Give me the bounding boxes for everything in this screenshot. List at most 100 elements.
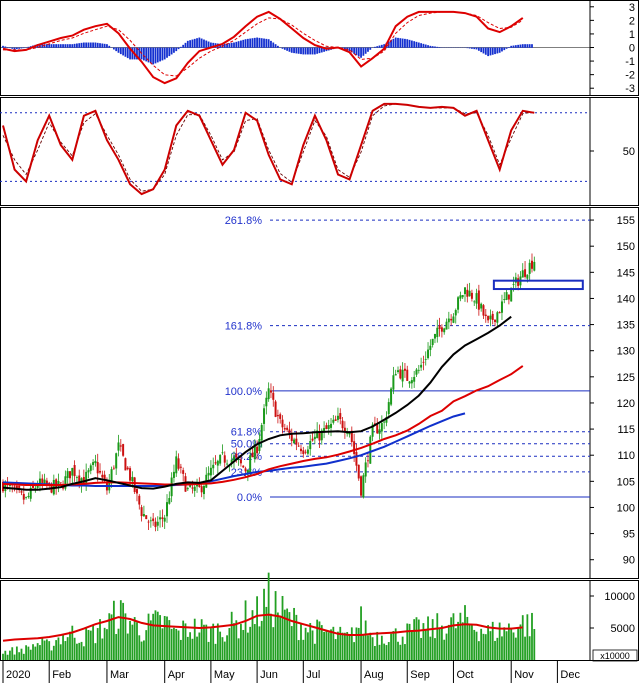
volume-bar (307, 632, 309, 660)
macd-histogram-bar (83, 43, 85, 48)
volume-bar (291, 626, 293, 660)
volume-bar (198, 633, 200, 660)
candle-body (415, 370, 417, 375)
macd-histogram-bar (291, 48, 293, 53)
volume-bar (360, 606, 362, 660)
volume-bar (247, 633, 249, 660)
y-tick-label: 155 (617, 215, 635, 227)
volume-bar (166, 617, 168, 660)
candle-body (485, 315, 487, 316)
y-tick-label: -3 (625, 83, 635, 95)
candle-body (487, 316, 489, 321)
volume-bar (339, 627, 341, 660)
volume-unit-label: x10000 (600, 651, 630, 661)
candle-body (455, 310, 457, 315)
volume-bar (175, 629, 177, 660)
candle-body (529, 263, 531, 274)
macd-histogram-bar (503, 48, 505, 51)
macd-histogram-bar (242, 40, 244, 48)
candle-body (335, 419, 337, 420)
volume-bar (453, 613, 455, 660)
candle-body (295, 439, 297, 445)
volume-bar (222, 637, 224, 660)
volume-bar (4, 651, 6, 660)
panel-frames (1, 0, 639, 661)
volume-bar (494, 641, 496, 660)
candle-body (171, 478, 173, 497)
volume-bar (224, 642, 226, 660)
volume-bar (376, 632, 378, 660)
macd-histogram-bar (293, 48, 295, 54)
volume-bar (60, 644, 62, 660)
volume-bar (416, 617, 418, 660)
x-tick-label: Mar (110, 669, 129, 681)
macd-histogram-bar (78, 43, 80, 48)
macd-histogram-bar (305, 48, 307, 55)
volume-bar (127, 634, 129, 660)
candle-body (392, 375, 394, 389)
macd-histogram-bar (501, 48, 503, 52)
candle-body (494, 320, 496, 322)
volume-bar (189, 632, 191, 660)
volume-bar (71, 626, 73, 660)
macd-histogram-bar (302, 48, 304, 55)
candle-body (182, 470, 184, 474)
candle-body (71, 468, 73, 476)
candle-body (87, 470, 89, 472)
macd-histogram-bar (161, 48, 163, 61)
macd-histogram-bar (425, 45, 427, 48)
candle-body (346, 433, 348, 434)
candle-body (413, 377, 415, 382)
macd-histogram-bar (473, 48, 475, 50)
volume-bar (145, 630, 147, 660)
macd-histogram-bar (423, 44, 425, 48)
volume-bar (150, 620, 152, 660)
candle-body (27, 496, 29, 497)
volume-bar (411, 630, 413, 660)
candle-body (268, 388, 270, 399)
volume-bar (427, 616, 429, 660)
candle-body (164, 518, 166, 522)
macd-histogram-bar (245, 39, 247, 48)
volume-bar (282, 596, 284, 660)
candle-body (14, 487, 16, 488)
macd-histogram-bar (152, 48, 154, 65)
volume-bar (240, 624, 242, 660)
volume-bar (159, 615, 161, 660)
fibonacci-label: 100.0% (225, 386, 263, 398)
volume-bar (152, 614, 154, 660)
volume-bar (157, 612, 159, 660)
volume-bar (483, 634, 485, 660)
volume-bar (215, 644, 217, 660)
candle-body (388, 402, 390, 414)
macd-histogram-bar (362, 48, 364, 56)
macd-histogram-bar (168, 48, 170, 57)
candle-body (240, 460, 242, 464)
macd-histogram-bar (64, 44, 66, 48)
volume-bar (138, 635, 140, 660)
volume-bar (351, 627, 353, 660)
candle-body (395, 374, 397, 375)
macd-histogram-bar (319, 48, 321, 54)
macd-histogram-bar (92, 43, 94, 48)
candle-body (298, 446, 300, 447)
macd-histogram-bar (376, 46, 378, 48)
macd-histogram-bar (9, 48, 11, 49)
macd-histogram-bar (203, 40, 205, 48)
candle-body (154, 522, 156, 527)
macd-histogram-bar (469, 48, 471, 49)
candle-body (513, 284, 515, 285)
macd-histogram-bar (14, 48, 16, 50)
volume-bar (515, 638, 517, 660)
candle-body (9, 485, 11, 486)
macd-histogram-bar (367, 48, 369, 52)
volume-bar (161, 628, 163, 660)
candle-body (120, 445, 122, 446)
volume-bar (39, 645, 41, 660)
volume-bar (279, 617, 281, 660)
candle-body (191, 487, 193, 488)
volume-bar (259, 626, 261, 660)
volume-bar (261, 621, 263, 660)
volume-bar (358, 628, 360, 660)
macd-histogram-bar (104, 44, 106, 48)
